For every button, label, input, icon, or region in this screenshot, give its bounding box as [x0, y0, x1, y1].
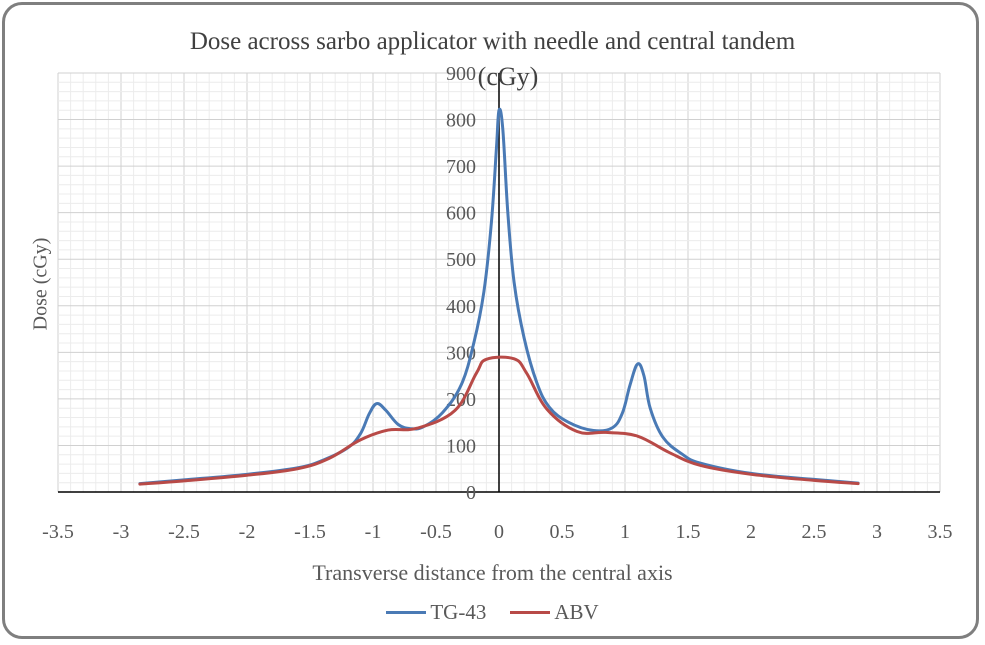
x-tick-label: -3.5 [42, 521, 74, 543]
y-axis-unit: (cGy) [477, 62, 539, 91]
y-tick-label: 600 [446, 203, 476, 225]
chart-title: Dose across sarbo applicator with needle… [189, 28, 796, 55]
x-tick-label: 1 [620, 521, 630, 543]
y-tick-label: 200 [446, 389, 476, 411]
legend-swatch-abv [510, 611, 551, 614]
legend-item-tg43: TG-43 [386, 600, 486, 625]
legend: TG-43 ABV [0, 600, 985, 625]
x-tick-label: -1 [365, 521, 382, 543]
x-axis-label: Transverse distance from the central axi… [312, 560, 673, 585]
x-tick-label: -1.5 [294, 521, 326, 543]
legend-item-abv: ABV [510, 600, 599, 625]
x-tick-label: 3 [872, 521, 882, 543]
series-line-tg43 [138, 107, 860, 486]
x-tick-label: 0.5 [550, 521, 575, 543]
x-tick-label: 0 [494, 521, 504, 543]
y-tick-label: 400 [446, 296, 476, 318]
x-tick-label: 1.5 [676, 521, 701, 543]
x-tick-label: -2 [239, 521, 256, 543]
x-tick-label: -0.5 [420, 521, 452, 543]
x-tick-label: -2.5 [168, 521, 200, 543]
series-line-abv [138, 355, 860, 486]
y-tick-label: 700 [446, 156, 476, 178]
legend-swatch-tg43 [386, 611, 427, 614]
y-axis-label: Dose (cGy) [29, 237, 52, 331]
x-tick-label: 2.5 [802, 521, 827, 543]
y-tick-label: 0 [466, 482, 476, 504]
y-tick-label: 100 [446, 435, 476, 457]
chart-frame [2, 2, 979, 639]
y-tick-label: 800 [446, 110, 476, 132]
y-tick-label: 900 [446, 63, 476, 85]
x-tick-label: 3.5 [928, 521, 953, 543]
x-tick-label: 2 [746, 521, 756, 543]
legend-label-abv: ABV [554, 600, 599, 624]
legend-label-tg43: TG-43 [430, 600, 487, 624]
x-tick-label: -3 [113, 521, 130, 543]
y-tick-label: 500 [446, 249, 476, 271]
